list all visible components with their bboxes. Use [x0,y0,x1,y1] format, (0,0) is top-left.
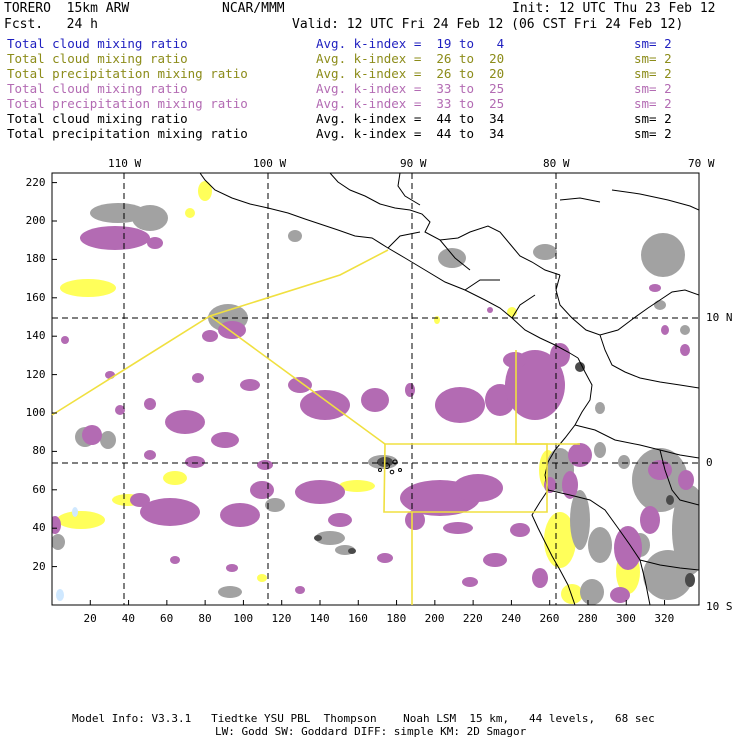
x-tick-label: 320 [654,612,675,625]
legend-sm: sm= 2 [634,36,672,51]
x-tick-label: 180 [386,612,407,625]
x-tick-label: 20 [83,612,97,625]
legend-kindex: Avg. k-index = 33 to 25 [316,81,505,96]
forecast-hour: Fcst. 24 h [4,17,98,32]
x-tick-label: 100 [233,612,254,625]
init-time: Init: 12 UTC Thu 23 Feb 12 [512,1,716,16]
legend-field: Total cloud mixing ratio [7,36,188,51]
legend-sm: sm= 2 [634,66,672,81]
lon-label: 110 W [108,157,142,170]
yellow-track-lines [51,249,580,605]
gray-cloud-patches [52,203,699,605]
coastlines [199,173,699,605]
legend-field: Total precipitation mixing ratio [7,66,248,81]
lat-label: 0 [706,456,713,469]
legend-sm: sm= 2 [634,81,672,96]
legend-field: Total precipitation mixing ratio [7,96,248,111]
x-tick-label: 220 [462,612,483,625]
legend-kindex: Avg. k-index = 44 to 34 [316,126,505,141]
legend-kindex: Avg. k-index = 33 to 25 [316,96,505,111]
x-tick-label: 140 [309,612,330,625]
lon-label: 90 W [400,157,427,170]
field-layer [52,173,699,605]
legend-field: Total cloud mixing ratio [7,51,188,66]
legend-sm: sm= 2 [634,51,672,66]
legend-kindex: Avg. k-index = 26 to 20 [316,66,505,81]
x-tick-label: 60 [160,612,174,625]
purple-cloud-patches [52,226,694,603]
y-tick-label: 140 [25,329,46,343]
x-tick-label: 260 [539,612,560,625]
legend-sm: sm= 2 [634,111,672,126]
y-tick-label: 180 [25,252,46,266]
y-tick-label: 120 [25,367,46,381]
y-tick-label: 60 [32,482,46,496]
lon-label: 80 W [543,157,570,170]
legend-kindex: Avg. k-index = 26 to 20 [316,51,505,66]
y-tick-label: 200 [25,214,46,227]
y-tick-label: 40 [32,521,46,535]
legend-sm: sm= 2 [634,126,672,141]
x-tick-label: 200 [424,612,445,625]
legend-kindex: Avg. k-index = 44 to 34 [316,111,505,126]
lat-label: 10 N [706,311,733,324]
lon-label: 70 W [688,157,715,170]
y-tick-label: 20 [32,559,46,573]
x-tick-label: 120 [271,612,292,625]
lat-label: 10 S [706,600,733,613]
model-info: Model Info: V3.3.1 Tiedtke YSU PBL Thomp… [72,712,655,725]
x-tick-label: 80 [198,612,212,625]
lon-label: 100 W [253,157,287,170]
x-tick-label: 40 [121,612,136,625]
legend-field: Total precipitation mixing ratio [7,126,248,141]
axis-ticks [52,182,666,605]
y-tick-label: 80 [32,444,46,458]
model-name: TORERO 15km ARW [4,1,130,16]
x-tick-label: 160 [348,612,368,625]
legend-field: Total cloud mixing ratio [7,81,188,96]
x-tick-label: 300 [616,612,636,625]
x-tick-label: 280 [577,612,598,625]
legend-field: Total cloud mixing ratio [7,111,188,126]
graticule [52,173,699,605]
light-blue-patches [56,507,78,601]
map-frame [51,172,700,606]
y-tick-label: 100 [25,406,46,419]
x-tick-label: 240 [501,612,522,625]
physics-info: LW: Godd SW: Goddard DIFF: simple KM: 2D… [215,725,527,738]
valid-time: Valid: 12 UTC Fri 24 Feb 12 (06 CST Fri … [292,17,684,32]
y-tick-label: 220 [25,175,46,189]
legend-kindex: Avg. k-index = 19 to 4 [316,36,505,51]
organization: NCAR/MMM [222,1,285,16]
y-tick-label: 160 [25,290,46,304]
legend-sm: sm= 2 [634,96,672,111]
